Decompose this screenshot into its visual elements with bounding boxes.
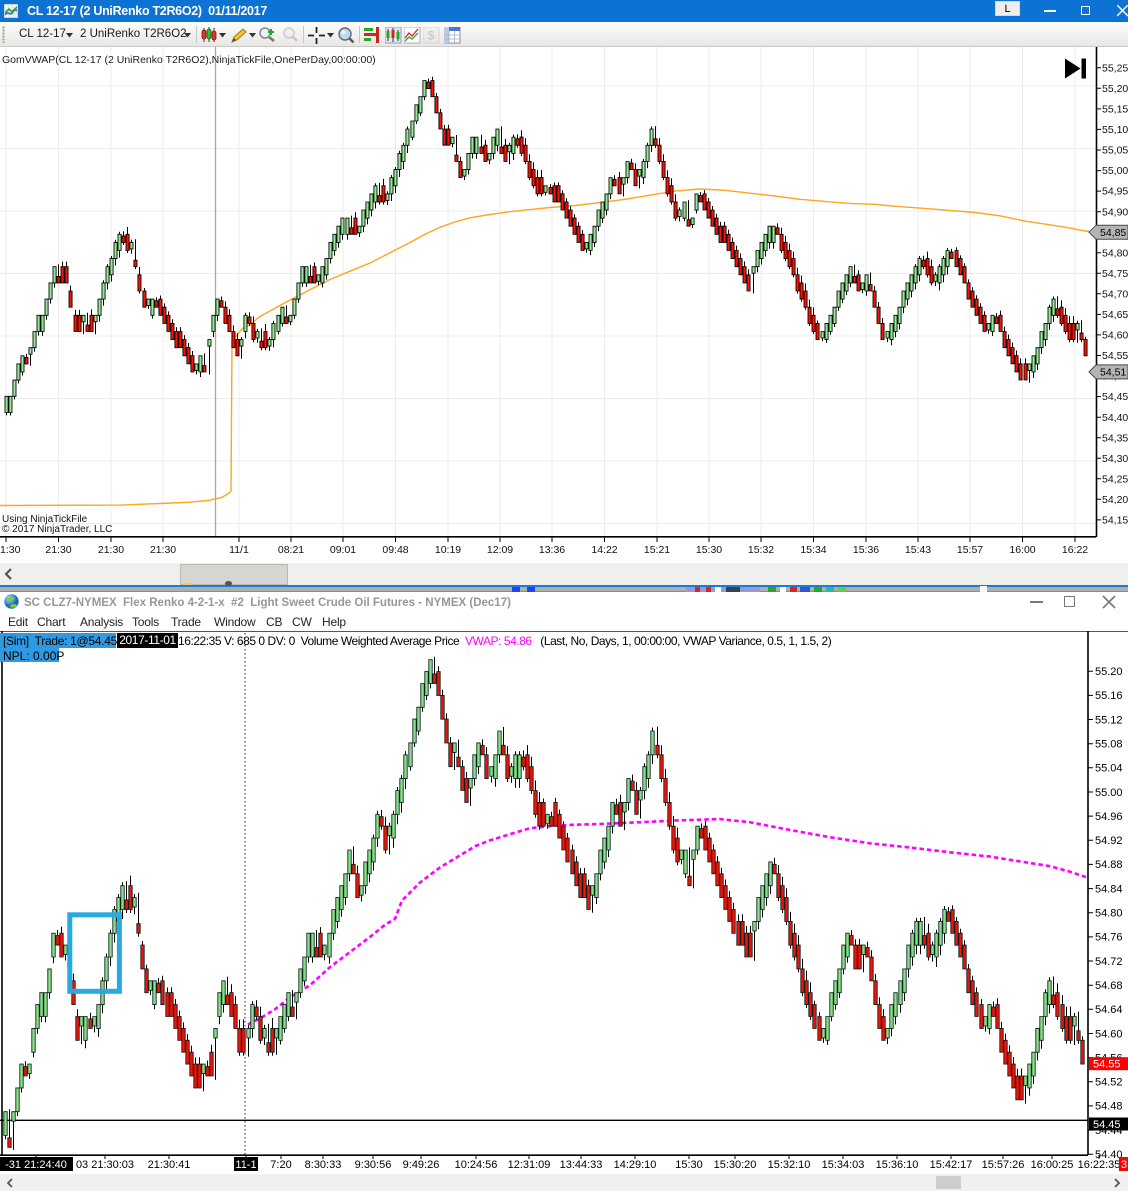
svg-text:8:30:33: 8:30:33	[305, 1159, 342, 1171]
svg-text:54.92: 54.92	[1095, 835, 1123, 847]
svg-text:12:09: 12:09	[487, 544, 513, 556]
svg-text:15:32:10: 15:32:10	[768, 1159, 811, 1171]
svg-text:54,60: 54,60	[1102, 330, 1128, 342]
svg-text:10:19: 10:19	[435, 544, 461, 556]
svg-text:55.12: 55.12	[1095, 714, 1123, 726]
svg-text:54.84: 54.84	[1095, 883, 1123, 895]
svg-text:54,15: 54,15	[1102, 515, 1128, 527]
svg-text:14:29:10: 14:29:10	[614, 1159, 657, 1171]
svg-text:54,80: 54,80	[1102, 247, 1128, 259]
svg-text:54.72: 54.72	[1095, 956, 1123, 968]
svg-text:54.60: 54.60	[1095, 1028, 1123, 1040]
svg-text:55.20: 55.20	[1095, 666, 1123, 678]
svg-text:54.40: 54.40	[1095, 1149, 1123, 1161]
svg-text:15:43: 15:43	[905, 544, 931, 556]
svg-text:54,30: 54,30	[1102, 453, 1128, 465]
svg-text:13:44:33: 13:44:33	[560, 1159, 603, 1171]
svg-text:15:34:03: 15:34:03	[822, 1159, 865, 1171]
svg-text:15:36:10: 15:36:10	[876, 1159, 919, 1171]
svg-text:Using NinjaTickFile: Using NinjaTickFile	[2, 514, 88, 525]
svg-text:15:30: 15:30	[675, 1159, 703, 1171]
svg-text:10:24:56: 10:24:56	[455, 1159, 498, 1171]
svg-text:GomVWAP(CL 12-17 (2 UniRenko T: GomVWAP(CL 12-17 (2 UniRenko T2R6O2),Nin…	[2, 54, 376, 66]
svg-text:09:01: 09:01	[330, 544, 356, 556]
svg-text:$: $	[428, 29, 435, 43]
svg-text:13:36: 13:36	[539, 544, 565, 556]
svg-text:15:21: 15:21	[644, 544, 670, 556]
svg-text:54,20: 54,20	[1102, 494, 1128, 506]
svg-text:3: 3	[1121, 1159, 1127, 1171]
svg-text:12:31:09: 12:31:09	[508, 1159, 551, 1171]
svg-text:54.96: 54.96	[1095, 811, 1123, 823]
svg-text:55,05: 55,05	[1102, 145, 1128, 157]
svg-text:54,25: 54,25	[1102, 473, 1128, 485]
svg-text:54,75: 54,75	[1102, 268, 1128, 280]
svg-text:54.68: 54.68	[1095, 980, 1123, 992]
svg-text:54,45: 54,45	[1102, 391, 1128, 403]
svg-text:15:36: 15:36	[853, 544, 879, 556]
svg-text:© 2017 NinjaTrader, LLC: © 2017 NinjaTrader, LLC	[2, 524, 112, 535]
svg-text:21:30: 21:30	[98, 544, 124, 556]
svg-text:54.80: 54.80	[1095, 908, 1123, 920]
svg-text:54.64: 54.64	[1095, 1004, 1123, 1016]
svg-text:15:32: 15:32	[748, 544, 774, 556]
svg-text:54,65: 54,65	[1102, 309, 1128, 321]
svg-text:54,40: 54,40	[1102, 412, 1128, 424]
svg-text:11-1: 11-1	[235, 1159, 256, 1171]
svg-text:54.76: 54.76	[1095, 932, 1123, 944]
svg-text:54,51: 54,51	[1100, 367, 1126, 379]
svg-text:15:42:17: 15:42:17	[930, 1159, 973, 1171]
svg-text:16:00: 16:00	[1009, 544, 1035, 556]
svg-text:54.45: 54.45	[1093, 1119, 1121, 1131]
svg-text:54.55: 54.55	[1093, 1059, 1121, 1071]
svg-text:9:30:56: 9:30:56	[355, 1159, 392, 1171]
svg-text:08:21: 08:21	[278, 544, 304, 556]
svg-text:54,95: 54,95	[1102, 186, 1128, 198]
svg-text:16:22: 16:22	[1062, 544, 1088, 556]
svg-text:55.08: 55.08	[1095, 739, 1123, 751]
svg-text:21:30:41: 21:30:41	[148, 1159, 191, 1171]
svg-text:54.52: 54.52	[1095, 1077, 1123, 1089]
svg-text:54.48: 54.48	[1095, 1101, 1123, 1113]
svg-text:15:34: 15:34	[800, 544, 826, 556]
svg-text:55.04: 55.04	[1095, 763, 1123, 775]
svg-text:55.00: 55.00	[1095, 787, 1123, 799]
svg-text:54,35: 54,35	[1102, 432, 1128, 444]
svg-text:9:49:26: 9:49:26	[403, 1159, 440, 1171]
svg-text:55,10: 55,10	[1102, 124, 1128, 136]
svg-text:21:30: 21:30	[45, 544, 71, 556]
svg-text:16:22:35: 16:22:35	[1078, 1159, 1121, 1171]
svg-text:11/1: 11/1	[229, 544, 249, 556]
svg-text:7:20: 7:20	[270, 1159, 291, 1171]
svg-text:55,20: 55,20	[1102, 83, 1128, 95]
svg-text:14:22: 14:22	[591, 544, 617, 556]
svg-text:15:57: 15:57	[957, 544, 983, 556]
svg-text:15:57:26: 15:57:26	[982, 1159, 1025, 1171]
svg-text:03 21:30:03: 03 21:30:03	[76, 1159, 134, 1171]
svg-text:15:30: 15:30	[696, 544, 722, 556]
svg-text:55,25: 55,25	[1102, 62, 1128, 74]
svg-text:55,00: 55,00	[1102, 165, 1128, 177]
svg-text:09:48: 09:48	[382, 544, 408, 556]
svg-text:21:30: 21:30	[150, 544, 176, 556]
svg-text:54.88: 54.88	[1095, 859, 1123, 871]
svg-text:55,15: 55,15	[1102, 104, 1128, 116]
svg-text:55.16: 55.16	[1095, 690, 1123, 702]
svg-text:-31 21:24:40: -31 21:24:40	[5, 1159, 67, 1171]
svg-text:54,55: 54,55	[1102, 350, 1128, 362]
svg-text:54,90: 54,90	[1102, 206, 1128, 218]
svg-text:15:30:20: 15:30:20	[714, 1159, 757, 1171]
svg-text:1:30: 1:30	[0, 544, 21, 556]
svg-text:16:00:25: 16:00:25	[1031, 1159, 1074, 1171]
svg-text:54,85: 54,85	[1100, 227, 1126, 239]
svg-text:54,70: 54,70	[1102, 288, 1128, 300]
